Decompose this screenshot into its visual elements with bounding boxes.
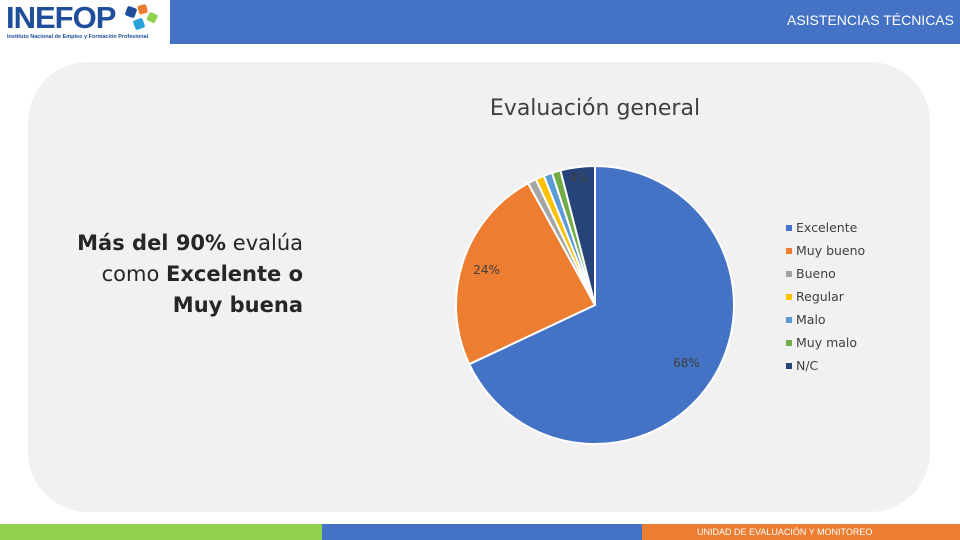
footer-text: UNIDAD DE EVALUACIÓN Y MONITOREO [697,527,873,537]
logo: INEFOP Instituto Nacional de Empleo y Fo… [0,0,170,44]
summary-highlight-2: Excelente o Muy buena [166,262,303,317]
footer-stripe-green [0,524,322,540]
legend-label: Regular [796,289,844,304]
legend-swatch [786,316,792,323]
summary-text: Más del 90% evalúa como Excelente o Muy … [58,228,303,321]
data-label: 4% [569,171,588,185]
legend-label: Muy bueno [796,243,866,258]
summary-middle: evalúa como [101,231,303,286]
chart-legend: Excelente Muy bueno Bueno Regular Malo Muy ma… [786,216,865,377]
legend-swatch [786,362,792,369]
pie-slice-excelente [467,164,735,445]
chart-title: Evaluación general [489,96,701,121]
legend-swatch [786,270,792,277]
legend-swatch [786,247,792,254]
data-label: 68% [673,356,700,370]
legend-label: Excelente [796,220,858,235]
legend-item: Excelente [786,216,865,239]
pie-slice-n-c [559,164,596,306]
legend-swatch [786,293,792,300]
legend-label: Malo [796,312,826,327]
legend-item: Malo [786,308,865,331]
header-title: ASISTENCIAS TÉCNICAS [786,12,954,28]
summary-highlight-1: Más del 90% [77,231,227,255]
legend-swatch [786,339,792,346]
pie-slice-muy-bueno [455,181,597,366]
legend-item: Bueno [786,262,865,285]
data-label: 24% [473,263,500,277]
legend-item: N/C [786,354,865,377]
pie-chart: 68% 24% 4% [455,164,735,445]
logo-mark-icon [125,4,158,30]
legend-label: Muy malo [796,335,858,350]
legend-item: Muy bueno [786,239,865,262]
legend-label: N/C [796,358,819,373]
legend-label: Bueno [796,266,836,281]
legend-item: Muy malo [786,331,865,354]
footer-stripe-blue [322,524,642,540]
logo-subtitle: Instituto Nacional de Empleo y Formación… [7,34,149,40]
legend-swatch [786,224,792,231]
footer-stripe-orange [642,524,960,540]
logo-text: INEFOP [6,0,116,35]
legend-item: Regular [786,285,865,308]
